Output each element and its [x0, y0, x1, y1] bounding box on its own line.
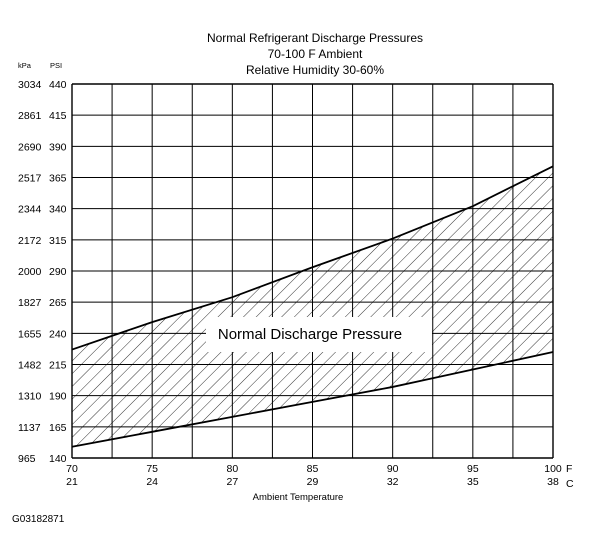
y-unit-psi: PSI — [50, 61, 62, 70]
figure-id: G03182871 — [12, 514, 65, 525]
x-tick-label-f: 75 — [146, 463, 158, 475]
x-axis-label: Ambient Temperature — [253, 492, 344, 503]
y-tick-label-kpa: 1310 — [18, 391, 42, 403]
x-tick-label-f: 70 — [66, 463, 78, 475]
y-tick-label-kpa: 1137 — [18, 422, 41, 434]
y-tick-label-psi: 415 — [49, 110, 67, 122]
x-tick-label-c: 38 — [547, 476, 559, 488]
y-tick-label-kpa: 2344 — [18, 204, 42, 216]
y-tick-label-psi: 340 — [49, 204, 67, 216]
x-tick-label-f: 100 — [544, 463, 562, 475]
x-tick-label-f: 80 — [226, 463, 238, 475]
y-tick-label-psi: 390 — [49, 141, 67, 153]
x-tick-label-c: 32 — [387, 476, 399, 488]
x-tick-label-c: 29 — [307, 476, 319, 488]
chart-subtitle-line-1: 70-100 F Ambient — [267, 47, 363, 61]
y-tick-label-kpa: 2000 — [18, 266, 42, 278]
y-tick-label-kpa: 1827 — [18, 297, 42, 309]
y-tick-label-psi: 240 — [49, 328, 67, 340]
x-tick-label-c: 24 — [146, 476, 158, 488]
y-tick-label-kpa: 2172 — [18, 235, 42, 247]
x-tick-label-f: 85 — [307, 463, 319, 475]
y-tick-label-psi: 440 — [49, 79, 67, 91]
band-label-box — [206, 317, 432, 352]
y-tick-label-psi: 365 — [49, 173, 67, 185]
chart-subtitle-line-2: Relative Humidity 30-60% — [245, 63, 385, 77]
y-tick-label-psi: 140 — [49, 453, 67, 465]
y-tick-label-psi: 165 — [49, 422, 67, 434]
y-tick-label-psi: 290 — [49, 266, 67, 278]
y-tick-label-kpa: 965 — [18, 453, 36, 465]
x-tick-label-f: 95 — [467, 463, 479, 475]
x-tick-label-c: 35 — [467, 476, 479, 488]
x-unit-f: F — [566, 463, 572, 475]
x-tick-label-c: 27 — [226, 476, 238, 488]
y-tick-label-psi: 265 — [49, 297, 67, 309]
normal-pressure-band — [72, 166, 553, 447]
y-tick-label-psi: 215 — [49, 360, 67, 372]
y-tick-label-kpa: 1482 — [18, 360, 42, 372]
y-tick-label-kpa: 2690 — [18, 141, 42, 153]
chart-title: Normal Refrigerant Discharge Pressures — [206, 31, 424, 45]
y-unit-kpa: kPa — [18, 61, 32, 70]
y-tick-label-kpa: 3034 — [18, 79, 42, 91]
band-label: Normal Discharge Pressure — [218, 326, 402, 343]
x-unit-c: C — [566, 478, 574, 490]
y-tick-label-kpa: 2861 — [18, 110, 42, 122]
y-tick-label-kpa: 2517 — [18, 173, 42, 185]
y-tick-label-kpa: 1655 — [18, 328, 42, 340]
lower-limit-line — [71, 351, 554, 448]
upper-limit-line — [71, 165, 554, 351]
y-tick-label-psi: 190 — [49, 391, 67, 403]
y-tick-label-psi: 315 — [49, 235, 67, 247]
x-tick-label-c: 21 — [66, 476, 78, 488]
x-tick-label-f: 90 — [387, 463, 399, 475]
